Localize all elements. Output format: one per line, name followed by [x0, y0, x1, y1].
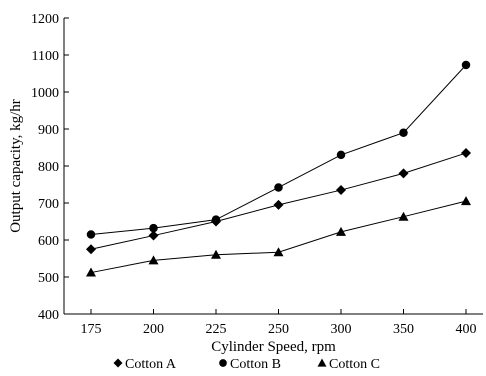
data-point-cotton-c: [336, 226, 346, 236]
data-point-cotton-b: [399, 128, 408, 137]
y-tick-label: 500: [38, 271, 59, 286]
data-point-cotton-b: [274, 183, 283, 192]
legend-label-cotton-b: Cotton B: [230, 357, 281, 372]
data-point-cotton-b: [211, 215, 221, 224]
series-cotton-c: [86, 196, 471, 277]
data-point-cotton-c: [273, 247, 284, 257]
data-point-cotton-c: [86, 267, 96, 277]
data-point-cotton-c: [461, 196, 471, 206]
data-point-cotton-a: [461, 148, 471, 159]
data-point-cotton-b: [149, 223, 158, 233]
y-tick-label: 1100: [32, 49, 59, 64]
y-tick-label: 800: [38, 160, 59, 175]
data-point-cotton-a: [398, 168, 409, 179]
x-tick-label: 250: [268, 322, 289, 337]
y-tick-label: 900: [38, 123, 59, 138]
y-axis-ticks: 400 500 600 700 800 900 1000 1100 1200: [31, 12, 69, 323]
y-tick-label: 700: [38, 197, 59, 212]
legend-label-cotton-a: Cotton A: [125, 357, 177, 372]
x-axis-title: Cylinder Speed, rpm: [211, 339, 336, 355]
x-tick-label: 400: [456, 322, 477, 337]
legend-marker-cotton-c: [317, 358, 327, 367]
legend-marker-cotton-a: [113, 358, 123, 368]
data-point-cotton-c: [148, 255, 159, 265]
series-cotton-b: [86, 60, 471, 239]
data-point-cotton-a: [86, 244, 96, 255]
data-point-cotton-b: [461, 60, 471, 70]
series-group: [86, 60, 471, 277]
y-axis-title: Output capacity, kg/hr: [8, 99, 24, 233]
data-point-cotton-b: [86, 230, 96, 239]
x-tick-label: 200: [143, 322, 164, 337]
x-tick-label: 350: [393, 322, 414, 337]
y-tick-label: 1000: [31, 86, 59, 101]
data-point-cotton-c: [398, 211, 409, 221]
legend: Cotton A Cotton B Cotton C: [113, 357, 380, 372]
legend-label-cotton-c: Cotton C: [329, 357, 380, 372]
data-point-cotton-a: [273, 199, 284, 210]
axes: [63, 18, 483, 315]
data-point-cotton-a: [148, 230, 159, 241]
x-axis-ticks: 175 200 225 250 300 350 400: [81, 309, 477, 337]
y-tick-label: 1200: [31, 12, 59, 27]
x-tick-label: 225: [206, 322, 227, 337]
data-point-cotton-b: [336, 150, 346, 160]
data-point-cotton-c: [211, 249, 221, 259]
y-tick-label: 600: [38, 234, 59, 249]
series-cotton-a: [86, 148, 471, 255]
x-tick-label: 175: [81, 322, 102, 337]
legend-marker-cotton-b: [219, 359, 227, 367]
x-tick-label: 300: [331, 322, 352, 337]
data-point-cotton-a: [336, 185, 346, 196]
y-tick-label: 400: [38, 308, 59, 323]
